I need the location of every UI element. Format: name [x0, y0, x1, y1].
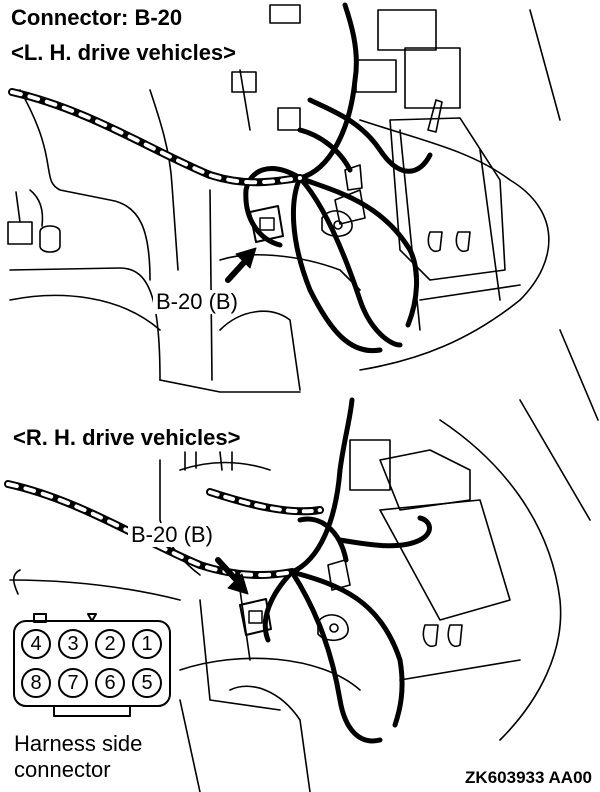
pin-3: 3	[58, 629, 88, 659]
connector-caption-line1: Harness side	[14, 731, 143, 756]
connector-caption: Harness side connector	[14, 731, 142, 783]
connector-caption-line2: connector	[14, 757, 111, 782]
rhd-engine-bay-view	[9, 329, 599, 792]
rhd-b20-connector	[239, 598, 272, 636]
rhd-section-label: <R. H. drive vehicles>	[10, 426, 244, 450]
lhd-engine-bay-view	[7, 4, 561, 393]
lhd-connector-callout: B-20 (B)	[153, 290, 241, 314]
pin-5: 5	[132, 668, 162, 698]
rhd-connector-callout: B-20 (B)	[128, 523, 216, 547]
rhd-harness-bundle	[262, 397, 432, 744]
pin-2: 2	[95, 629, 125, 659]
connector-face-outline	[13, 613, 171, 717]
pin-6: 6	[95, 668, 125, 698]
pin-1: 1	[132, 629, 162, 659]
figure-id: ZK603933 AA00	[465, 768, 592, 787]
lhd-callout-arrow	[225, 247, 257, 283]
connector-title: Connector: B-20	[8, 6, 186, 30]
lhd-b20-connector	[249, 205, 353, 243]
pin-4: 4	[21, 629, 51, 659]
lhd-section-label: <L. H. drive vehicles>	[8, 41, 240, 65]
pin-7: 7	[58, 668, 88, 698]
pin-8: 8	[21, 668, 51, 698]
rhd-callout-arrow	[215, 557, 249, 595]
lhd-harness-bundle	[243, 2, 433, 354]
